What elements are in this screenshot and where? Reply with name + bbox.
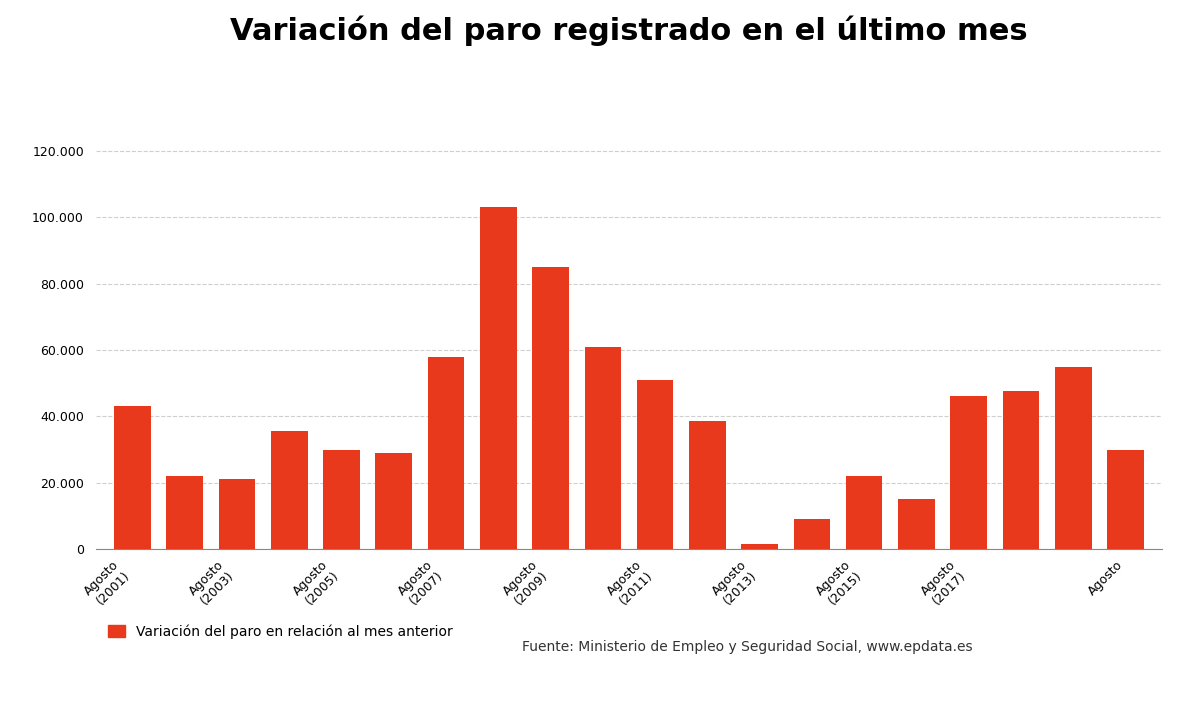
- Bar: [793, 520, 830, 549]
- Bar: [219, 479, 255, 549]
- Bar: [1003, 391, 1039, 549]
- Bar: [271, 432, 308, 549]
- Bar: [742, 544, 778, 549]
- Bar: [114, 406, 151, 549]
- Bar: [428, 357, 465, 549]
- Bar: [480, 207, 516, 549]
- Bar: [532, 267, 569, 549]
- Bar: [950, 396, 987, 549]
- Bar: [898, 499, 934, 549]
- Bar: [637, 380, 673, 549]
- Legend: Variación del paro en relación al mes anterior: Variación del paro en relación al mes an…: [103, 619, 459, 644]
- Bar: [585, 346, 621, 549]
- Bar: [689, 421, 726, 549]
- Bar: [323, 450, 359, 549]
- Bar: [1055, 367, 1091, 549]
- Text: Fuente: Ministerio de Empleo y Seguridad Social, www.epdata.es: Fuente: Ministerio de Empleo y Seguridad…: [522, 640, 973, 654]
- Bar: [375, 453, 412, 549]
- Bar: [167, 476, 202, 549]
- Bar: [846, 476, 883, 549]
- Bar: [1107, 450, 1144, 549]
- Title: Variación del paro registrado en el último mes: Variación del paro registrado en el últi…: [230, 16, 1028, 46]
